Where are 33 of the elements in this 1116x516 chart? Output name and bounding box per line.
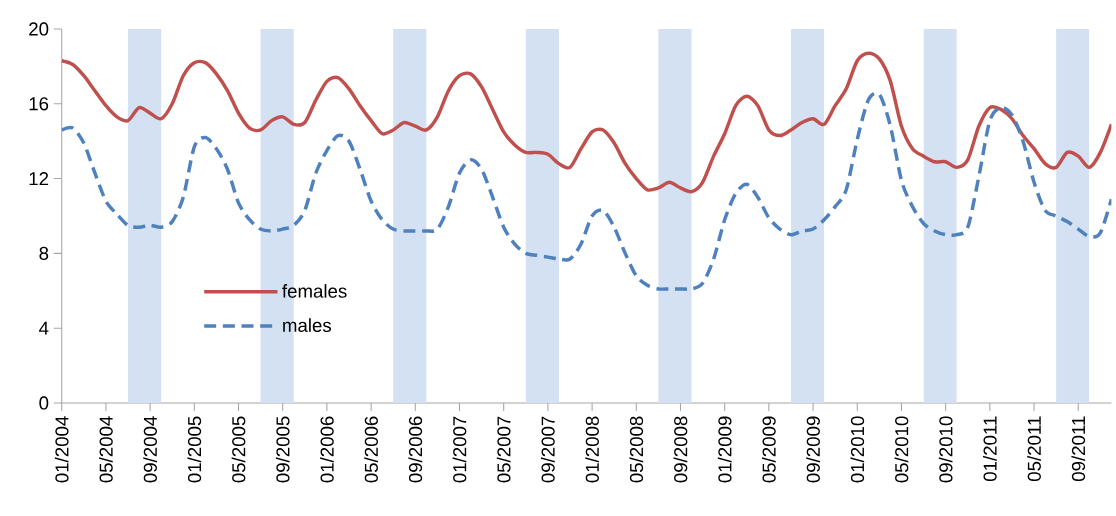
y-tick-label: 20 bbox=[29, 22, 49, 36]
x-tick-label: 09/2011 bbox=[1071, 416, 1086, 482]
legend-label: females bbox=[282, 284, 347, 298]
x-tick-label: 05/2007 bbox=[496, 416, 511, 483]
x-tick-label: 09/2009 bbox=[806, 416, 820, 483]
x-tick-label: 01/2005 bbox=[187, 416, 202, 483]
x-tick-label: 05/2006 bbox=[364, 416, 378, 483]
x-tick-label: 01/2004 bbox=[54, 416, 69, 483]
x-tick-label: 01/2011 bbox=[983, 416, 997, 482]
x-tick-label: 09/2010 bbox=[938, 416, 953, 483]
y-tick-label: 8 bbox=[39, 246, 49, 260]
line-series bbox=[61, 51, 1112, 194]
x-tick-label: 09/2004 bbox=[143, 416, 157, 483]
y-tick-label: 12 bbox=[29, 172, 49, 186]
x-tick-label: 01/2006 bbox=[320, 416, 334, 483]
x-tick-label: 05/2011 bbox=[1027, 416, 1041, 482]
x-tick-label: 09/2005 bbox=[275, 416, 290, 483]
x-tick-label: 09/2006 bbox=[408, 416, 423, 483]
x-tick-label: 01/2010 bbox=[850, 416, 865, 483]
x-tick-label: 05/2005 bbox=[231, 416, 246, 483]
x-tick-label: 05/2009 bbox=[762, 416, 776, 483]
x-tick-label: 01/2008 bbox=[585, 416, 599, 483]
y-tick-label: 16 bbox=[29, 97, 49, 111]
legend-label: males bbox=[283, 318, 332, 332]
y-tick-label: 0 bbox=[39, 396, 49, 410]
x-tick-label: 01/2007 bbox=[452, 416, 467, 483]
x-tick-label: 09/2008 bbox=[673, 416, 688, 483]
x-tick-label: 05/2004 bbox=[99, 416, 113, 483]
x-tick-label: 09/2007 bbox=[541, 416, 555, 483]
x-tick-label: 01/2009 bbox=[717, 416, 732, 483]
x-tick-label: 05/2010 bbox=[894, 416, 909, 483]
y-tick-label: 4 bbox=[39, 321, 49, 335]
x-tick-label: 05/2008 bbox=[629, 416, 644, 483]
